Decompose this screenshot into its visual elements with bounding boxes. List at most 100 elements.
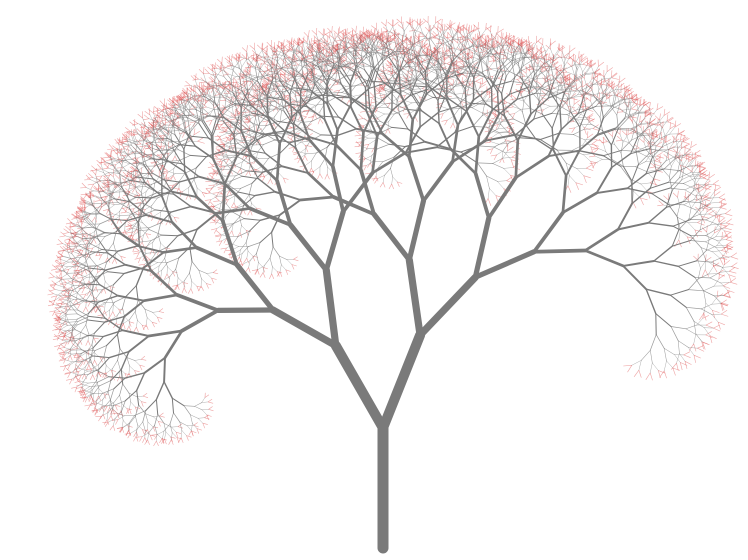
branch: [102, 329, 124, 338]
leaf-twig: [216, 160, 223, 163]
leaf-twig: [478, 51, 485, 54]
leaf-twig: [528, 48, 535, 54]
leaf-twig: [104, 310, 107, 316]
branch: [85, 245, 88, 253]
branch: [79, 274, 88, 278]
leaf-twig: [141, 324, 145, 331]
leaf-twig: [417, 18, 419, 26]
branch: [80, 277, 88, 282]
leaf-twig: [67, 238, 74, 243]
branch: [84, 202, 93, 206]
branch: [62, 256, 71, 259]
leaf-twig: [56, 277, 63, 279]
branch: [60, 319, 69, 323]
leaf-twig: [140, 126, 147, 128]
leaf-twig: [405, 21, 411, 26]
leaf-twig: [143, 126, 149, 132]
branch: [119, 203, 125, 212]
leaf-twig: [79, 202, 86, 205]
leaf-twig: [288, 40, 294, 46]
leaf-twig: [283, 177, 286, 184]
leaf-twig: [225, 199, 229, 205]
leaf-twig: [361, 35, 367, 41]
leaf-twig: [199, 81, 206, 84]
leaf-twig: [383, 37, 389, 43]
leaf-twig: [218, 124, 223, 129]
leaf-twig: [78, 375, 82, 381]
leaf-twig: [224, 127, 229, 133]
leaf-twig: [389, 36, 395, 42]
leaf-twig: [258, 139, 262, 146]
branch: [88, 237, 95, 247]
leaf-twig: [545, 44, 551, 50]
leaf-twig: [218, 158, 222, 165]
leaf-twig: [119, 139, 125, 144]
branch: [108, 181, 117, 185]
branch: [118, 143, 121, 153]
branch: [87, 231, 95, 236]
leaf-twig: [678, 129, 685, 135]
branch: [110, 368, 122, 382]
leaf-twig: [583, 175, 591, 179]
leaf-twig: [89, 368, 93, 374]
leaf-twig: [226, 190, 230, 197]
branch: [82, 237, 93, 239]
leaf-twig: [120, 323, 124, 329]
leaf-twig: [712, 184, 721, 187]
branch: [136, 372, 146, 392]
leaf-twig: [225, 122, 231, 128]
leaf-twig: [421, 43, 428, 49]
leaf-twig: [557, 47, 563, 52]
leaf-twig: [515, 83, 522, 86]
leaf-twig: [211, 167, 216, 173]
leaf-twig: [248, 115, 252, 121]
branch: [126, 357, 136, 361]
branch: [187, 425, 194, 426]
leaf-twig: [273, 46, 279, 52]
branch: [125, 176, 138, 183]
leaf-twig: [196, 428, 202, 431]
branch: [73, 243, 79, 252]
leaf-twig: [501, 157, 505, 164]
leaf-twig: [552, 61, 559, 66]
leaf-twig: [500, 57, 507, 60]
leaf-twig: [725, 235, 732, 240]
leaf-twig: [234, 113, 241, 115]
branch: [102, 198, 115, 204]
leaf-twig: [79, 387, 83, 393]
leaf-twig: [580, 56, 587, 61]
leaf-twig: [550, 40, 556, 46]
branch: [128, 153, 140, 155]
leaf-twig: [222, 73, 229, 76]
leaf-twig: [355, 152, 362, 154]
leaf-twig: [310, 37, 313, 45]
branch: [87, 368, 100, 375]
leaf-twig: [97, 164, 102, 170]
branch: [92, 177, 101, 181]
leaf-twig: [56, 265, 63, 268]
leaf-twig: [224, 85, 230, 91]
leaf-twig: [683, 135, 685, 142]
branch: [72, 242, 81, 245]
leaf-twig: [519, 90, 524, 96]
branch: [120, 151, 127, 161]
leaf-twig: [244, 68, 250, 74]
leaf-twig: [202, 422, 208, 425]
branch: [94, 223, 100, 232]
leaf-twig: [233, 202, 237, 208]
leaf-twig: [718, 193, 726, 198]
leaf-twig: [81, 182, 87, 188]
leaf-twig: [219, 160, 223, 167]
leaf-twig: [264, 65, 270, 71]
leaf-twig: [190, 75, 196, 81]
leaf-twig: [716, 290, 719, 298]
branch: [85, 299, 87, 308]
branch: [122, 423, 130, 428]
branch: [131, 159, 145, 166]
leaf-twig: [98, 305, 102, 311]
branch: [85, 233, 99, 240]
branch: [104, 399, 111, 408]
leaf-twig: [720, 203, 727, 208]
leaf-twig: [119, 167, 124, 173]
leaf-twig: [63, 342, 68, 348]
